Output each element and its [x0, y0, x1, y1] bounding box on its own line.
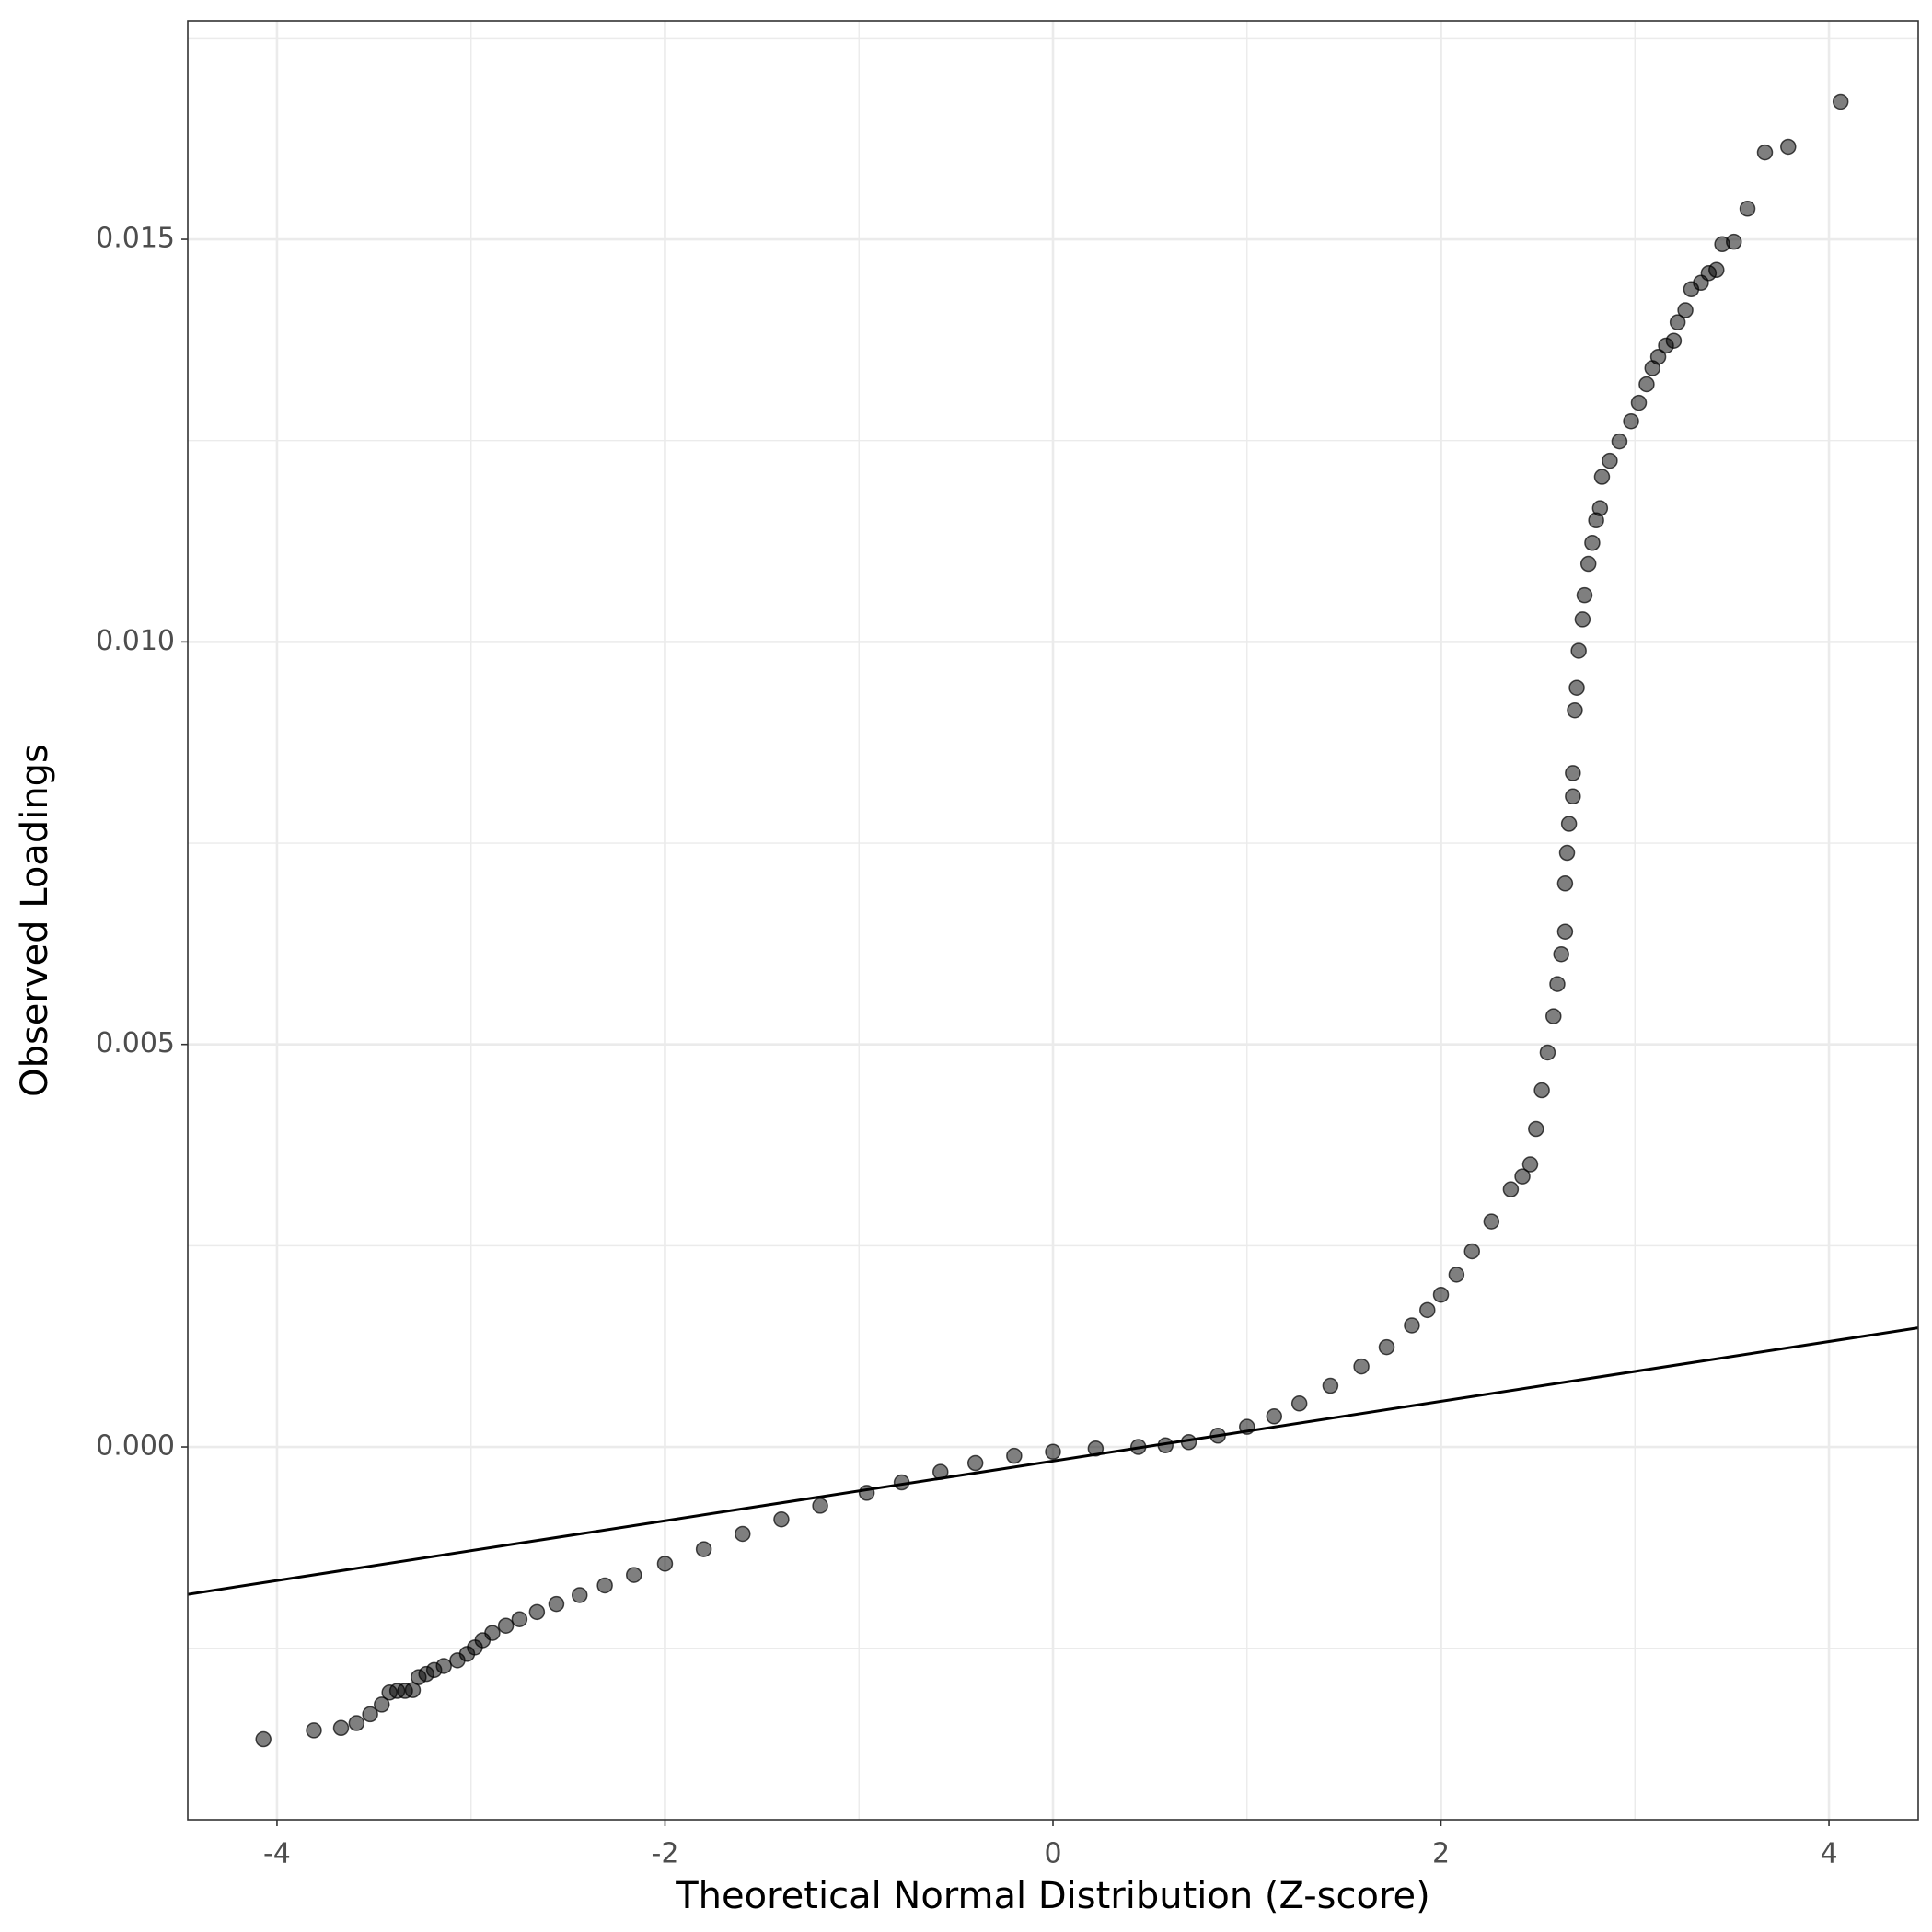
y-tick-label: 0.010: [96, 625, 175, 657]
point: [1570, 642, 1587, 659]
point: [255, 1730, 272, 1748]
point: [1239, 1418, 1255, 1435]
point: [1157, 1437, 1174, 1454]
point: [1448, 1267, 1465, 1283]
point: [596, 1577, 613, 1594]
point: [1521, 1156, 1539, 1173]
point: [1567, 701, 1583, 719]
point: [484, 1625, 501, 1641]
point: [1708, 261, 1725, 279]
axes-layer: -4 -2 0 2 4 0.000 0.005 0.010 0.015: [96, 223, 1837, 1870]
x-tick-label: 2: [1432, 1838, 1450, 1870]
point: [1180, 1434, 1197, 1451]
point: [511, 1611, 528, 1627]
point: [548, 1595, 565, 1613]
point: [1353, 1358, 1370, 1375]
point: [1593, 469, 1611, 485]
point: [1630, 394, 1648, 411]
point: [735, 1525, 751, 1543]
point: [1266, 1408, 1283, 1425]
point: [1584, 535, 1601, 551]
point: [1579, 555, 1597, 573]
point: [1533, 1082, 1550, 1099]
point: [932, 1463, 949, 1480]
point: [1726, 233, 1742, 250]
point: [858, 1485, 875, 1501]
point: [1545, 1008, 1562, 1024]
point: [1045, 1443, 1061, 1461]
point: [374, 1696, 390, 1713]
point: [1483, 1213, 1500, 1230]
point: [306, 1722, 322, 1739]
point: [1568, 679, 1585, 696]
point: [812, 1498, 828, 1514]
point: [1669, 314, 1686, 330]
point: [1611, 433, 1628, 450]
point: [497, 1617, 515, 1634]
point: [1665, 332, 1683, 349]
point: [1502, 1181, 1520, 1197]
point: [1087, 1440, 1105, 1457]
x-tick-label: -2: [652, 1838, 679, 1870]
marks-layer: [188, 93, 1918, 1748]
point: [1556, 923, 1574, 940]
point: [1574, 611, 1591, 628]
point: [1290, 1395, 1308, 1412]
point: [893, 1474, 910, 1491]
point: [1623, 412, 1639, 430]
point: [1638, 376, 1655, 393]
point: [1404, 1317, 1420, 1334]
point: [1560, 816, 1578, 832]
point: [1832, 93, 1849, 110]
point: [1539, 1044, 1556, 1061]
point: [656, 1556, 674, 1572]
y-tick-label: 0.015: [96, 223, 175, 255]
point: [695, 1541, 712, 1557]
point: [1514, 1168, 1531, 1185]
point: [966, 1454, 984, 1472]
point: [571, 1587, 588, 1603]
y-tick-label: 0.000: [96, 1430, 175, 1463]
point: [1565, 765, 1581, 781]
x-tick-label: 4: [1821, 1838, 1838, 1870]
point: [1649, 348, 1667, 365]
point: [1677, 302, 1694, 318]
point: [362, 1706, 378, 1723]
point: [1006, 1447, 1023, 1464]
point: [626, 1567, 642, 1583]
x-axis-title: Theoretical Normal Distribution (Z-score…: [675, 1875, 1430, 1917]
point: [1528, 1120, 1544, 1138]
point: [773, 1511, 790, 1528]
point: [528, 1603, 546, 1621]
point: [1432, 1286, 1450, 1303]
point: [1419, 1301, 1436, 1319]
reference-line: [188, 1326, 1918, 1596]
x-tick-label: 0: [1044, 1838, 1061, 1870]
point: [1591, 500, 1609, 516]
y-tick-label: 0.005: [96, 1027, 175, 1059]
point: [1780, 138, 1797, 156]
x-tick-label: -4: [263, 1838, 291, 1870]
point: [348, 1715, 365, 1731]
point: [1549, 976, 1566, 992]
point: [1756, 144, 1774, 161]
point: [1553, 945, 1569, 963]
point: [1602, 452, 1618, 469]
point: [1565, 788, 1581, 805]
point: [1576, 586, 1593, 604]
point: [1129, 1439, 1147, 1455]
point: [1556, 875, 1574, 892]
point: [1739, 201, 1756, 217]
y-axis-title: Observed Loadings: [14, 744, 56, 1097]
point: [435, 1658, 452, 1674]
point: [332, 1719, 350, 1737]
point: [1322, 1377, 1339, 1394]
point: [1463, 1243, 1480, 1260]
point: [1209, 1428, 1226, 1444]
point: [1378, 1338, 1395, 1356]
point: [1558, 844, 1576, 862]
